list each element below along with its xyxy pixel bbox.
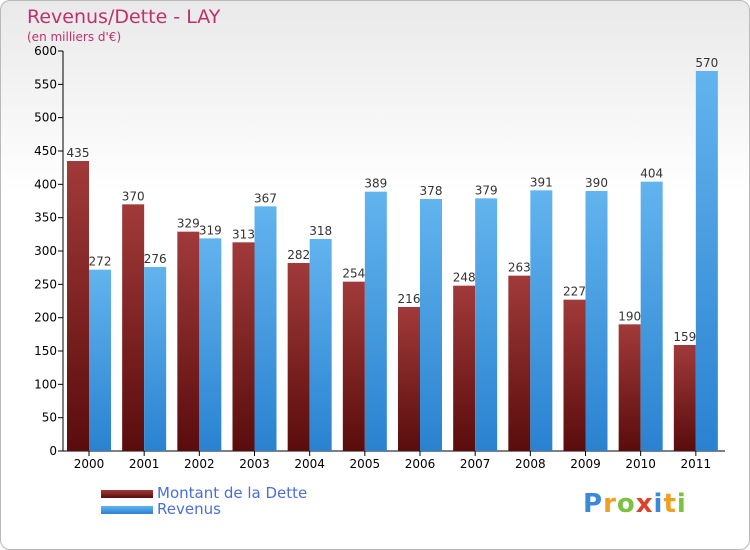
bar-dette-2001 — [122, 204, 145, 451]
data-label-revenus-2009: 390 — [585, 176, 608, 190]
bar-dette-2008 — [508, 275, 531, 451]
logo-letter: P — [583, 489, 604, 519]
bar-revenus-2004 — [309, 239, 332, 451]
x-tick-label-2003: 2003 — [239, 457, 270, 471]
y-tick-label-550: 550 — [34, 77, 57, 91]
data-label-dette-2009: 227 — [563, 285, 586, 299]
data-label-dette-2006: 216 — [398, 292, 421, 306]
data-label-revenus-2004: 318 — [309, 224, 332, 238]
chart-subtitle: (en milliers d'€) — [27, 30, 122, 44]
proxiti-logo: Proxiti — [583, 489, 687, 519]
data-label-revenus-2008: 391 — [530, 175, 553, 189]
x-tick-label-2009: 2009 — [570, 457, 601, 471]
y-tick-label-200: 200 — [34, 311, 57, 325]
data-label-revenus-2005: 389 — [364, 177, 387, 191]
data-label-dette-2007: 248 — [453, 271, 476, 285]
bar-revenus-2000 — [89, 269, 111, 451]
logo-letter: x — [635, 489, 654, 519]
data-label-revenus-2007: 379 — [475, 183, 498, 197]
y-tick-label-150: 150 — [34, 344, 57, 358]
legend-item-revenus: Revenus — [101, 500, 361, 518]
bar-dette-2009 — [563, 299, 586, 451]
bar-dette-2002 — [177, 231, 200, 451]
y-tick-label-600: 600 — [34, 44, 57, 58]
data-label-dette-2010: 190 — [618, 309, 641, 323]
logo-letter: t — [663, 489, 677, 519]
x-tick-label-2001: 2001 — [129, 457, 160, 471]
data-label-revenus-2001: 276 — [144, 252, 167, 266]
x-tick-label-2008: 2008 — [515, 457, 546, 471]
bar-dette-2010 — [618, 324, 641, 451]
bar-dette-2003 — [232, 242, 255, 451]
y-tick-label-0: 0 — [49, 444, 57, 458]
bar-revenus-2002 — [199, 238, 222, 451]
data-label-revenus-2002: 319 — [199, 223, 222, 237]
y-tick-label-500: 500 — [34, 111, 57, 125]
data-label-revenus-2003: 367 — [254, 191, 277, 205]
bar-revenus-2001 — [144, 267, 167, 451]
x-tick-label-2006: 2006 — [405, 457, 436, 471]
legend-label-dette: Montant de la Dette — [157, 484, 308, 502]
data-label-dette-2002: 329 — [177, 217, 200, 231]
y-tick-label-350: 350 — [34, 211, 57, 225]
bar-dette-2005 — [342, 281, 365, 451]
x-tick-label-2011: 2011 — [681, 457, 712, 471]
bar-dette-2004 — [287, 263, 310, 451]
y-tick-label-300: 300 — [34, 244, 57, 258]
bar-dette-2007 — [453, 285, 476, 451]
y-tick-label-50: 50 — [42, 411, 57, 425]
data-label-revenus-2010: 404 — [640, 167, 663, 181]
data-label-dette-2003: 313 — [232, 227, 255, 241]
data-label-dette-2008: 263 — [508, 261, 531, 275]
x-tick-label-2005: 2005 — [350, 457, 381, 471]
logo-letter: i — [676, 489, 687, 519]
bar-revenus-2003 — [254, 206, 277, 451]
x-tick-label-2002: 2002 — [184, 457, 215, 471]
data-label-dette-2011: 159 — [673, 330, 696, 344]
logo-letter: r — [603, 489, 617, 519]
x-tick-label-2007: 2007 — [460, 457, 491, 471]
bar-revenus-2011 — [695, 71, 718, 451]
bar-revenus-2009 — [585, 191, 608, 451]
bar-revenus-2005 — [364, 191, 387, 451]
data-label-dette-2001: 370 — [122, 189, 145, 203]
data-label-revenus-2006: 378 — [420, 184, 443, 198]
x-tick-label-2010: 2010 — [625, 457, 656, 471]
x-tick-label-2000: 2000 — [74, 457, 105, 471]
data-label-dette-2005: 254 — [342, 267, 365, 281]
bar-dette-2006 — [398, 307, 420, 451]
legend-item-dette: Montant de la Dette — [101, 484, 361, 502]
bar-revenus-2006 — [420, 199, 442, 451]
bar-revenus-2008 — [530, 190, 553, 452]
x-tick-label-2004: 2004 — [294, 457, 325, 471]
legend-swatch-revenus — [101, 506, 153, 514]
y-tick-label-400: 400 — [34, 177, 57, 191]
bar-dette-2011 — [673, 345, 696, 451]
legend: Montant de la Dette Revenus — [101, 484, 361, 518]
bar-revenus-2007 — [475, 198, 498, 451]
legend-label-revenus: Revenus — [157, 500, 221, 518]
data-label-revenus-2000: 272 — [89, 255, 112, 269]
bar-revenus-2010 — [640, 181, 663, 451]
y-tick-label-100: 100 — [34, 377, 57, 391]
data-label-revenus-2011: 570 — [695, 56, 718, 70]
bar-dette-2000 — [67, 161, 89, 451]
chart-title: Revenus/Dette - LAY — [27, 6, 221, 28]
data-label-dette-2004: 282 — [287, 248, 310, 262]
y-tick-label-250: 250 — [34, 277, 57, 291]
y-tick-label-450: 450 — [34, 144, 57, 158]
logo-letter: o — [616, 489, 636, 519]
legend-swatch-dette — [101, 490, 153, 498]
logo-letter: i — [653, 489, 664, 519]
data-label-dette-2000: 435 — [67, 146, 90, 160]
